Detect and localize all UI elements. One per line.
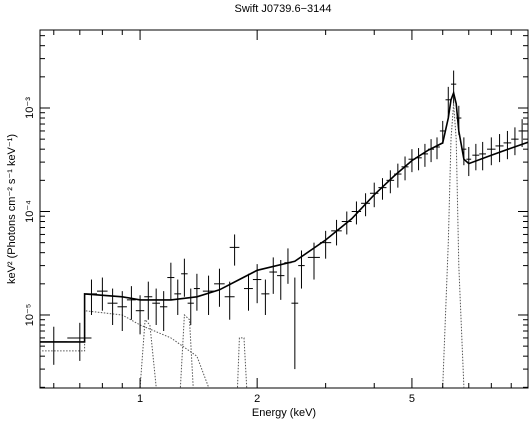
x-axis-label: Energy (keV): [252, 407, 316, 419]
x-tick-label: 5: [409, 393, 415, 405]
y-tick-label: 10⁻⁵: [24, 304, 36, 327]
model-line: [40, 90, 528, 343]
model-component: [139, 318, 157, 388]
x-tick-label: 1: [137, 393, 143, 405]
plot-area: [40, 70, 528, 388]
y-tick-label: 10⁻³: [24, 97, 36, 119]
y-tick-label: 10⁻⁴: [24, 200, 36, 223]
x-tick-label: 2: [254, 393, 260, 405]
model-component: [40, 310, 210, 388]
plot-frame: [39, 29, 529, 389]
chart-title: Swift J0739.6−3144: [235, 3, 332, 15]
model-component: [179, 313, 194, 388]
y-axis-label: keV² (Photons cm⁻² s⁻¹ keV⁻¹): [6, 134, 18, 284]
model-component: [237, 337, 248, 388]
model-component: [442, 103, 465, 388]
